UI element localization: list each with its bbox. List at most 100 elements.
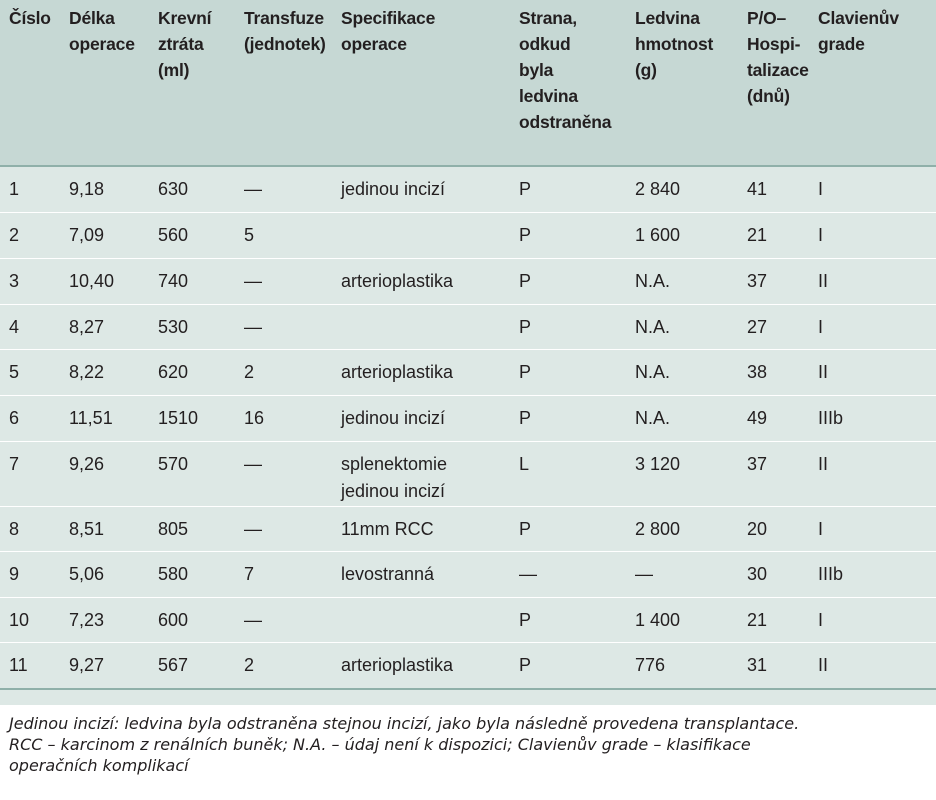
cell-content: 1 400 (635, 598, 747, 634)
cell-strana: P (519, 395, 635, 442)
cell-content: 10,40 (69, 259, 158, 295)
cell-specifikace-operace: arterioplastika (341, 349, 519, 396)
header-label-line: ledvina (519, 86, 578, 106)
cell-delka-operace: 8,27 (69, 304, 158, 350)
cell-delka-operace: 9,18 (69, 166, 158, 213)
cell-text: 21 (747, 224, 768, 245)
cell-krevni-ztrata: 560 (158, 212, 244, 259)
header-delka-operace: Délka operace (69, 0, 158, 167)
cell-strana: L (519, 441, 635, 507)
header-specifikace-operace: Specifikace operace (341, 0, 519, 167)
cell-ledvina-hmotnost: N.A. (635, 395, 747, 442)
cell-ledvina-hmotnost: 1 600 (635, 212, 747, 259)
cell-text: 1 600 (635, 224, 681, 245)
cell-text: I (818, 179, 824, 199)
cell-text: I (818, 316, 824, 337)
cell-hospitalizace: 30 (747, 551, 818, 598)
cell-text: 2 840 (635, 179, 681, 199)
cell-text: L (519, 453, 530, 474)
cell-specifikace-operace: jedinou incizí (341, 395, 519, 442)
cell-text: — (244, 453, 262, 474)
cell-hospitalizace: 37 (747, 258, 818, 305)
cell-text: 1510 (158, 407, 199, 428)
cell-text: 630 (158, 179, 189, 199)
cell-content: 620 (158, 350, 244, 386)
header-label-line: Strana, (519, 8, 577, 28)
cell-content: I (818, 213, 936, 249)
cell-content: — (244, 507, 341, 543)
cell-content: levostranná (341, 552, 519, 588)
cell-content: 580 (158, 552, 244, 588)
cell-content: 21 (747, 213, 818, 249)
cell-content: 49 (747, 396, 818, 432)
table-row: 7 9,26 570 — splenektomie jedinou incizí L 3 12… (0, 441, 936, 507)
cell-text: 560 (158, 224, 189, 245)
cell-text: 6 (9, 407, 20, 428)
header-label-line: talizace (747, 60, 809, 80)
cell-strana: P (519, 212, 635, 259)
cell-content: 37 (747, 442, 818, 478)
cell-content: P (519, 643, 635, 679)
cell-hospitalizace: 27 (747, 304, 818, 350)
cell-cislo: 1 (0, 166, 69, 213)
cell-text: arterioplastika (341, 654, 454, 675)
cell-content: P (519, 396, 635, 432)
cell-strana: — (519, 551, 635, 598)
cell-delka-operace: 9,26 (69, 441, 158, 507)
header-label-line: ztráta (158, 34, 204, 54)
cell-content: 7 (9, 442, 69, 478)
cell-content: 3 120 (635, 442, 747, 478)
cell-content: jedinou incizí (341, 167, 519, 203)
cell-content: arterioplastika (341, 350, 519, 386)
header-label-line: Transfuze (244, 8, 324, 28)
cell-text: 8,51 (69, 518, 105, 539)
cell-content: 11 (9, 643, 69, 679)
cell-content: — (244, 167, 341, 203)
cell-ledvina-hmotnost: 2 840 (635, 166, 747, 213)
cell-content: II (818, 442, 936, 478)
header-label-line: Clavienův (818, 8, 899, 28)
cell-content: 3 (9, 259, 69, 295)
cell-content: 8,51 (69, 507, 158, 543)
cell-hospitalizace: 38 (747, 349, 818, 396)
table-row: 11 9,27 567 2 arterioplastika P 776 31 II (0, 642, 936, 690)
header-label-line: P/O– (747, 8, 787, 28)
cell-text: IIIb (818, 407, 844, 428)
cell-content: 11,51 (69, 396, 158, 432)
cell-content: 7,23 (69, 598, 158, 634)
cell-text: 2 (9, 224, 20, 245)
table-row: 3 10,40 740 — arterioplastika P N.A. 37 II (0, 258, 936, 305)
cell-text: 21 (747, 609, 768, 630)
cell-text: 5,06 (69, 563, 105, 584)
cell-text: 600 (158, 609, 189, 630)
cell-text: 570 (158, 453, 189, 474)
cell-text: 7 (9, 453, 20, 474)
cell-strana: P (519, 166, 635, 213)
cell-cislo: 8 (0, 506, 69, 552)
cell-content: 38 (747, 350, 818, 386)
header-label-line: Hospi- (747, 34, 801, 54)
cell-text: 38 (747, 361, 768, 382)
cell-content: 9,18 (69, 167, 158, 203)
cell-hospitalizace: 37 (747, 441, 818, 507)
cell-cislo: 2 (0, 212, 69, 259)
cell-clavienuv-grade: IIIb (818, 395, 936, 442)
cell-content: P (519, 213, 635, 249)
cell-transfuze: — (244, 597, 341, 643)
header-clavienuv-grade: Clavienův grade (818, 0, 936, 167)
cell-text: arterioplastika (341, 270, 454, 291)
cell-text: P (519, 609, 532, 630)
cell-strana: P (519, 506, 635, 552)
cell-transfuze: — (244, 506, 341, 552)
cell-content: 7 (244, 552, 341, 588)
cell-clavienuv-grade: II (818, 349, 936, 396)
cell-content: 567 (158, 643, 244, 679)
cell-text: — (519, 563, 537, 584)
cell-text: 530 (158, 316, 189, 337)
cell-text: 9 (9, 563, 20, 584)
cell-content: — (244, 598, 341, 634)
cell-text: P (519, 179, 532, 199)
data-table-container: Číslo Délka operace Krevní ztráta (ml) Transfu… (0, 0, 936, 705)
cell-transfuze: — (244, 258, 341, 305)
cell-content: — (519, 552, 635, 588)
